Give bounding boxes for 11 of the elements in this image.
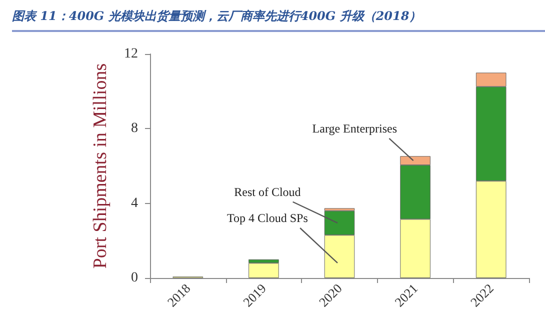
text: Rest of Cloud	[234, 184, 301, 199]
y-axis-title: Port Shipments in Millions	[90, 63, 111, 269]
y-tick-label: 12	[124, 46, 138, 62]
series-label: Large Enterprises	[312, 121, 398, 136]
series-label: Top 4 Cloud SPs	[227, 211, 308, 225]
bar	[248, 263, 279, 278]
x-tick-label: 2021	[392, 280, 421, 310]
chart-title: 图表 11：400G 光模块出货量预测，云厂商率先进行400G 升级（2018）	[12, 8, 545, 32]
y-tick-label: 0	[131, 270, 138, 286]
y-tick-label: 8	[131, 121, 138, 136]
y-tick-label: 4	[131, 196, 138, 211]
